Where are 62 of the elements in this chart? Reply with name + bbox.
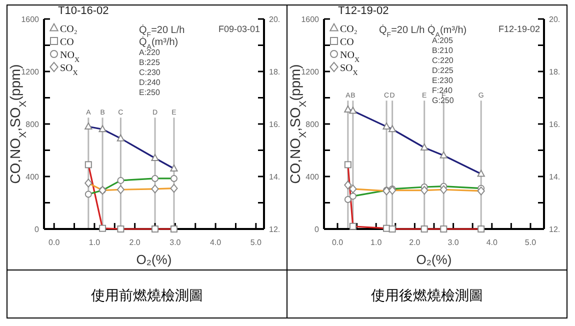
annotation: G:250 bbox=[432, 96, 454, 105]
annotation: Q̇$_{F}$=20 L/h Q̇$_{A}$(m³/h) bbox=[379, 24, 467, 38]
x-tick-label: 3.0 bbox=[448, 238, 460, 247]
x-tick-label: 4.0 bbox=[210, 238, 222, 247]
y2-tick-label: 16. bbox=[549, 120, 560, 129]
y2-tick-label: 18. bbox=[269, 68, 280, 76]
legend-label: NO$_{X}$ bbox=[340, 50, 360, 64]
y2-tick-label: 18. bbox=[549, 68, 560, 76]
annotation: B:225 bbox=[139, 58, 160, 67]
x-axis-title: O₂(%) bbox=[416, 252, 452, 267]
y-tick-label: 800 bbox=[26, 120, 40, 129]
annotation: F09-03-01 bbox=[218, 24, 260, 34]
y2-tick-label: 14. bbox=[269, 172, 280, 182]
y2-tick-label: 12. bbox=[269, 225, 280, 234]
legend-label: CO₂ bbox=[60, 24, 78, 35]
text: 使用後燃燒檢測圖 bbox=[371, 287, 483, 303]
annotation: B:210 bbox=[432, 46, 454, 55]
annotation: E:250 bbox=[139, 88, 160, 97]
y-tick-label: 1200 bbox=[21, 68, 40, 76]
x-tick-label: 4.0 bbox=[486, 238, 498, 247]
x-axis-title: O₂(%) bbox=[136, 252, 172, 267]
y-tick-label: 0 bbox=[34, 225, 40, 234]
y-tick-label: 0 bbox=[314, 225, 320, 234]
x-tick-label: 5.0 bbox=[250, 238, 262, 247]
annotation: A:205 bbox=[432, 36, 454, 45]
y2-tick-label: 20. bbox=[549, 15, 560, 24]
y2-tick-label: 12. bbox=[549, 225, 560, 234]
legend-label: CO bbox=[60, 37, 74, 48]
y-tick-label: 1600 bbox=[301, 15, 320, 24]
chart-title: T12-19-02 bbox=[338, 5, 389, 17]
y-tick-label: 400 bbox=[26, 172, 40, 182]
annotation: D:225 bbox=[432, 66, 454, 75]
legend-label: SO$_{X}$ bbox=[60, 63, 78, 77]
y2-tick-label: 20. bbox=[269, 15, 280, 24]
x-tick-label: 0.0 bbox=[48, 238, 60, 247]
annotation: Q̇$_{F}$=20 L/h bbox=[139, 24, 185, 38]
y-tick-label: 800 bbox=[306, 120, 320, 129]
text: 使用前燃燒檢測圖 bbox=[91, 287, 203, 303]
legend-label: CO₂ bbox=[340, 24, 358, 35]
y-tick-label: 1200 bbox=[301, 68, 320, 76]
x-tick-label: 3.0 bbox=[170, 238, 182, 247]
y-tick-label: 1600 bbox=[21, 15, 40, 24]
annotation: E:230 bbox=[432, 76, 454, 85]
x-tick-label: 1.0 bbox=[88, 238, 101, 247]
annotation: D:240 bbox=[139, 78, 161, 87]
annotation: Q̇$_{A}$(m³/h) bbox=[139, 36, 178, 50]
x-tick-label: 1.0 bbox=[370, 238, 382, 247]
x-tick-label: 2.0 bbox=[129, 238, 141, 247]
legend-label: NO$_{X}$ bbox=[60, 50, 80, 64]
x-tick-label: 5.0 bbox=[524, 238, 537, 247]
y-tick-label: 400 bbox=[306, 172, 320, 182]
x-tick-label: 0.0 bbox=[332, 238, 344, 247]
y2-tick-label: 14. bbox=[549, 172, 560, 182]
annotation: A:220 bbox=[139, 48, 160, 57]
annotation: C:230 bbox=[139, 68, 161, 77]
y2-tick-label: 16. bbox=[269, 120, 280, 129]
legend-label: CO bbox=[340, 37, 354, 48]
chart-title: T10-16-02 bbox=[58, 5, 109, 17]
annotation: F12-19-02 bbox=[498, 24, 540, 34]
legend-label: SO$_{X}$ bbox=[340, 63, 358, 77]
x-tick-label: 2.0 bbox=[409, 238, 421, 247]
annotation: C:220 bbox=[432, 56, 454, 65]
